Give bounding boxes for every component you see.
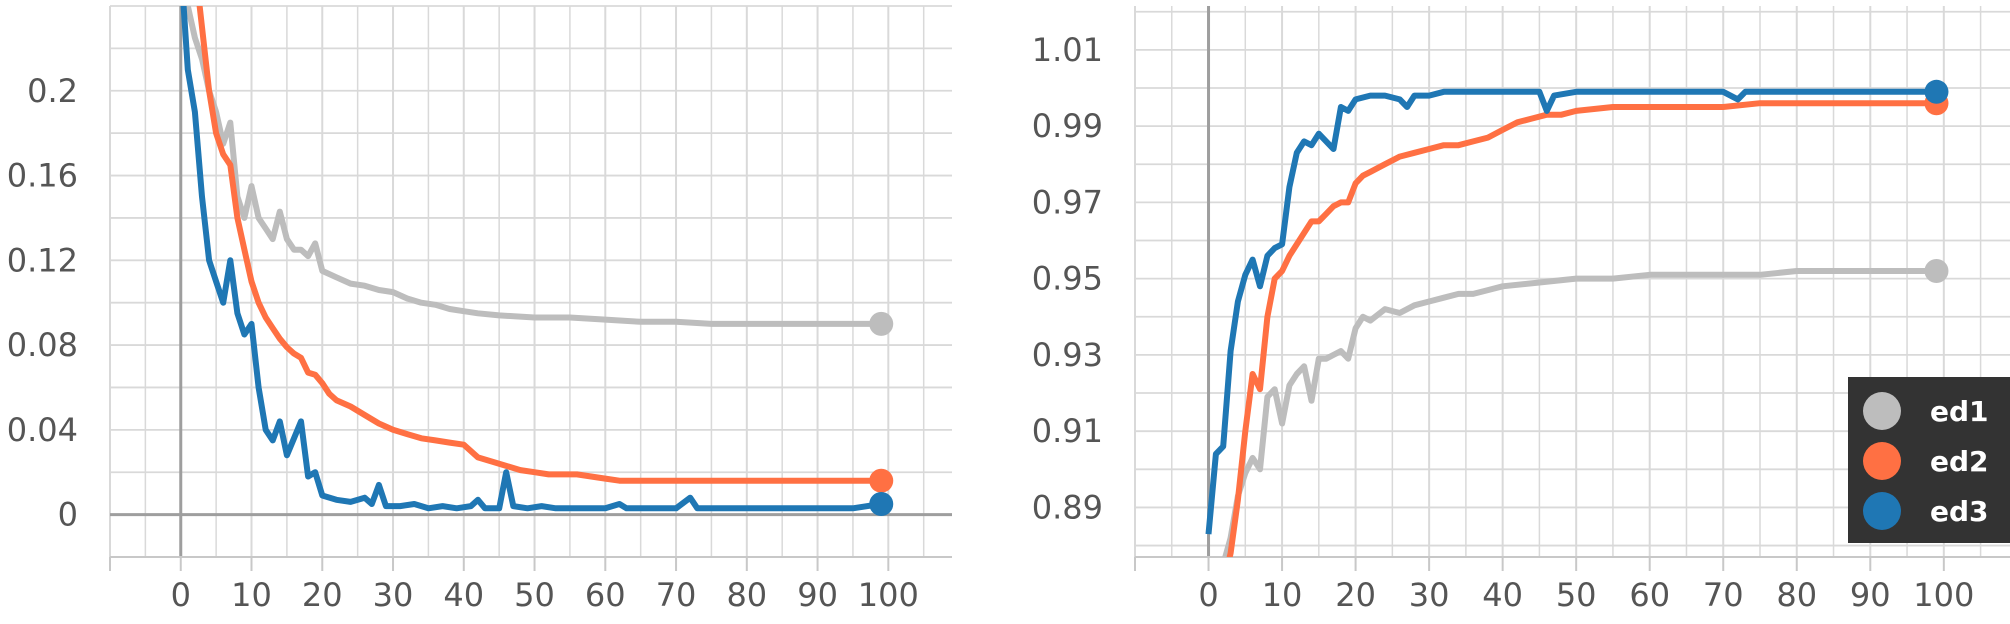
y-tick-label: 0.95 [1032, 260, 1103, 298]
series-line-ed1 [184, 6, 882, 327]
legend-swatch-ed3 [1863, 492, 1901, 530]
series-line-ed2 [196, 6, 882, 484]
accuracy-chart: 0 10 20 30 40 50 60 70 80 90 100 0.89 0.91 0.93 0.95 0.… [1032, 6, 2010, 614]
x-tick-label: 50 [514, 576, 555, 614]
x-tick-label: 60 [585, 576, 626, 614]
series-line-ed1 [1222, 268, 1937, 557]
x-tick-label: 80 [1776, 576, 1817, 614]
legend-label-ed2: ed2 [1930, 445, 1989, 478]
y-tick-label: 0.12 [7, 241, 78, 279]
x-tick-label: 60 [1629, 576, 1670, 614]
x-tick-label: 90 [797, 576, 838, 614]
y-tick-label: 0.93 [1032, 336, 1103, 374]
x-tick-label: 0 [1198, 576, 1218, 614]
legend: ed1 ed2 ed3 [1848, 377, 2010, 543]
x-tick-label: 70 [656, 576, 697, 614]
x-tick-label: 100 [858, 576, 919, 614]
series-line-ed3 [1205, 88, 1937, 535]
series-endpoint-ed1 [869, 311, 894, 336]
series-endpoint-ed2 [869, 468, 894, 493]
series-line-ed2 [1226, 100, 1937, 557]
x-tick-label: 20 [302, 576, 343, 614]
x-tick-label: 40 [443, 576, 484, 614]
y-tick-label: 0.99 [1032, 107, 1103, 145]
y-tick-label: 0.91 [1032, 412, 1103, 450]
x-tick-label: 10 [1262, 576, 1303, 614]
x-tick-label: 90 [1850, 576, 1891, 614]
legend-swatch-ed1 [1863, 392, 1901, 430]
x-tick-label: 70 [1703, 576, 1744, 614]
loss-chart: 0 10 20 30 40 50 60 70 80 90 100 0 0.04 0.08 0.12 0.16 0… [7, 5, 952, 614]
legend-label-ed3: ed3 [1930, 495, 1989, 528]
legend-label-ed1: ed1 [1930, 395, 1989, 428]
x-tick-label: 0 [171, 576, 191, 614]
x-tick-label: 100 [1913, 576, 1974, 614]
x-tick-label: 80 [726, 576, 767, 614]
x-tick-label: 30 [1409, 576, 1450, 614]
y-tick-label: 1.01 [1032, 31, 1103, 69]
series-endpoint-ed3 [869, 492, 894, 517]
x-tick-label: 20 [1335, 576, 1376, 614]
series-endpoint-ed1 [1924, 259, 1949, 284]
series-line-ed3 [180, 6, 882, 512]
y-tick-label: 0.2 [27, 72, 78, 110]
y-tick-label: 0.97 [1032, 183, 1103, 221]
y-tick-label: 0.89 [1032, 488, 1103, 526]
y-tick-label: 0.08 [7, 326, 78, 364]
y-tick-label: 0.04 [7, 411, 78, 449]
series-endpoint-ed3 [1924, 79, 1949, 104]
legend-swatch-ed2 [1863, 442, 1901, 480]
x-tick-label: 50 [1556, 576, 1597, 614]
y-tick-label: 0 [58, 496, 78, 534]
x-tick-label: 10 [231, 576, 272, 614]
x-tick-label: 40 [1482, 576, 1523, 614]
y-tick-label: 0.16 [7, 157, 78, 195]
x-tick-label: 30 [373, 576, 414, 614]
